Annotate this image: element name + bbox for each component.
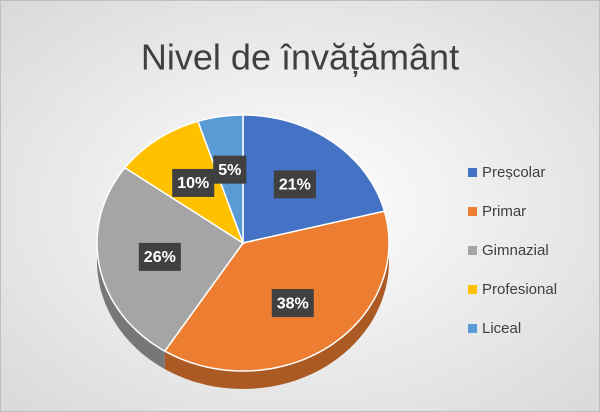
data-label-box [138, 242, 181, 271]
data-label: 10% [177, 175, 209, 192]
data-label-box [273, 170, 316, 199]
data-label: 5% [218, 162, 241, 179]
legend-label: Gimnazial [482, 242, 549, 259]
slice-side [97, 243, 165, 370]
data-label-box [271, 289, 314, 318]
legend-swatch [468, 285, 477, 294]
legend-swatch [468, 324, 477, 333]
legend-swatch [468, 207, 477, 216]
legend: Preșcolar Primar Gimnazial Profesional Licea… [468, 164, 557, 337]
legend-label: Primar [482, 203, 526, 220]
legend-swatch [468, 246, 477, 255]
chart-title: Nivel de învățământ [141, 37, 459, 78]
data-label-box [213, 155, 247, 184]
data-label: 26% [144, 249, 176, 266]
legend-swatch [468, 168, 477, 177]
data-label-box [172, 168, 215, 197]
legend-label: Preșcolar [482, 164, 545, 181]
data-label: 21% [279, 177, 311, 194]
legend-label: Liceal [482, 320, 521, 337]
legend-label: Profesional [482, 281, 557, 298]
pie: 21% 38% 26% 10% 5% [96, 114, 390, 389]
data-label: 38% [277, 295, 309, 312]
slice-side [164, 243, 389, 389]
